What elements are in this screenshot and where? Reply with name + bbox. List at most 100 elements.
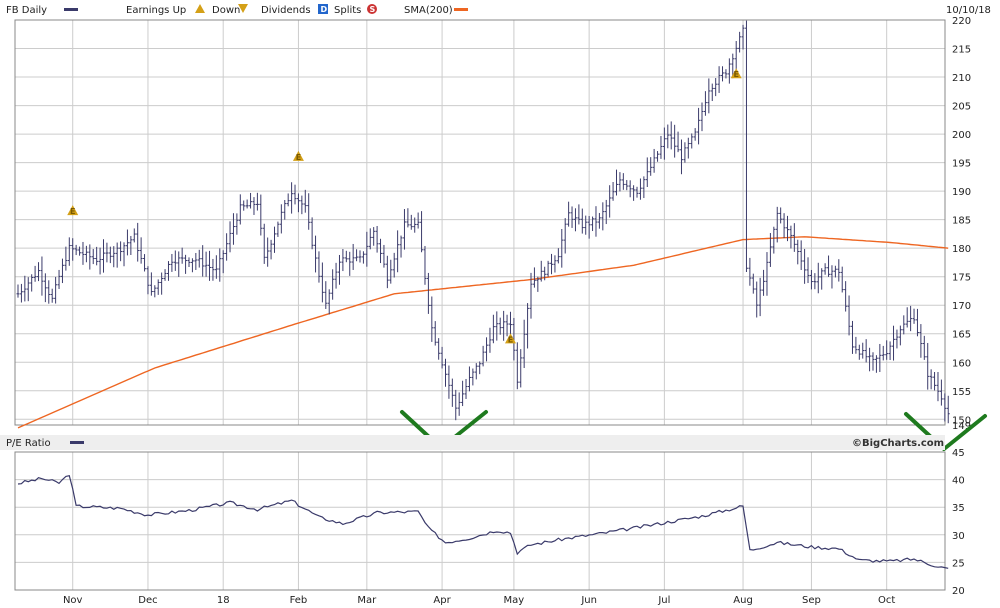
price-bar (936, 372, 940, 402)
price-bar (337, 254, 341, 285)
price-bar (81, 241, 85, 265)
price-bar (454, 389, 458, 421)
upper-y-tick-label: 149 (952, 421, 971, 432)
price-bar (560, 228, 564, 268)
price-bar (786, 215, 789, 242)
price-bar (60, 258, 64, 284)
price-bar (262, 223, 266, 264)
price-bar (67, 237, 71, 266)
lower-panel-grid (15, 451, 945, 591)
price-bar (279, 204, 283, 234)
price-bar (485, 337, 489, 362)
price-bar (382, 244, 386, 268)
price-bar (84, 245, 88, 263)
price-bar (796, 239, 800, 265)
price-bar (170, 253, 174, 272)
price-bar (830, 265, 834, 289)
dividends-symbol: D (321, 5, 328, 14)
price-bar (457, 392, 461, 416)
price-bar (615, 169, 618, 196)
price-bar (402, 209, 406, 250)
price-bar (433, 321, 437, 346)
price-bar (108, 246, 112, 264)
lower-panel-titlebar (0, 435, 945, 450)
price-bar (751, 273, 755, 294)
earnings-symbol: E (70, 207, 75, 216)
price-bar (748, 257, 752, 286)
earnings-symbol: E (508, 335, 513, 344)
price-bar (666, 124, 670, 149)
price-bar (731, 53, 735, 79)
upper-y-tick-label: 170 (952, 301, 971, 312)
price-bar (816, 262, 820, 294)
price-bar (498, 317, 502, 335)
price-bar (163, 269, 167, 281)
price-bar (871, 352, 875, 371)
earnings-down-label: Down (212, 5, 240, 16)
price-bar (389, 259, 393, 284)
price-bar (567, 201, 571, 227)
price-bar (255, 192, 259, 211)
price-bar (365, 231, 369, 267)
dividends-icon: D (318, 4, 328, 14)
price-bar (710, 83, 714, 102)
price-bar (632, 185, 636, 201)
x-tick-label: Jun (580, 595, 597, 606)
earnings-marker-icon: E (292, 150, 304, 162)
price-bar (379, 238, 383, 264)
lower-y-tick-label: 25 (952, 558, 965, 569)
price-bar (478, 361, 482, 375)
price-bar (252, 197, 256, 215)
price-bar (659, 135, 663, 159)
price-bar (799, 240, 803, 271)
price-bar (136, 222, 140, 262)
price-bar (160, 272, 164, 295)
price-bar (656, 151, 660, 162)
price-bar (208, 250, 212, 281)
price-bar (556, 248, 560, 264)
price-bar (744, 20, 748, 272)
price-bar (276, 221, 280, 237)
price-bar (844, 281, 848, 312)
price-bar (782, 213, 786, 239)
upper-y-tick-label: 185 (952, 216, 971, 227)
earnings-up-icon (195, 4, 205, 13)
price-bar (423, 245, 427, 285)
price-bar (317, 251, 321, 283)
price-bar (519, 349, 523, 388)
price-bar (892, 325, 896, 361)
price-bar (406, 208, 410, 228)
price-bar (149, 272, 153, 296)
upper-y-tick-label: 220 (952, 16, 971, 27)
price-bar (577, 204, 581, 225)
price-bar (177, 251, 181, 277)
price-bar (231, 213, 235, 245)
price-bar (341, 249, 345, 272)
price-bar (372, 227, 376, 246)
upper-y-tick-label: 165 (952, 330, 971, 341)
price-bar (874, 355, 878, 373)
earnings-triangle (504, 333, 516, 344)
price-bar (601, 202, 605, 231)
x-tick-label: Aug (733, 595, 753, 606)
price-bar (584, 215, 588, 235)
price-bar (320, 262, 324, 303)
price-bar (146, 266, 150, 295)
price-bar (789, 225, 793, 249)
earnings-triangle (67, 205, 79, 216)
price-bar (190, 258, 194, 273)
upper-panel-frame (14, 19, 946, 426)
price-bar (502, 310, 506, 341)
x-tick-label: Jul (657, 595, 670, 606)
price-bar (464, 378, 468, 400)
price-bar (638, 178, 642, 200)
x-axis: Nov Dec 18 Feb Mar Apr May Jun Jul Aug Sep Oct (63, 595, 895, 606)
price-bar (724, 69, 728, 79)
price-bar (392, 252, 396, 278)
price-bar (714, 78, 718, 97)
price-bar (180, 247, 184, 264)
lower-y-tick-label: 35 (952, 503, 965, 514)
price-bar (813, 273, 817, 290)
price-bar (515, 342, 519, 390)
price-bar (33, 265, 37, 282)
